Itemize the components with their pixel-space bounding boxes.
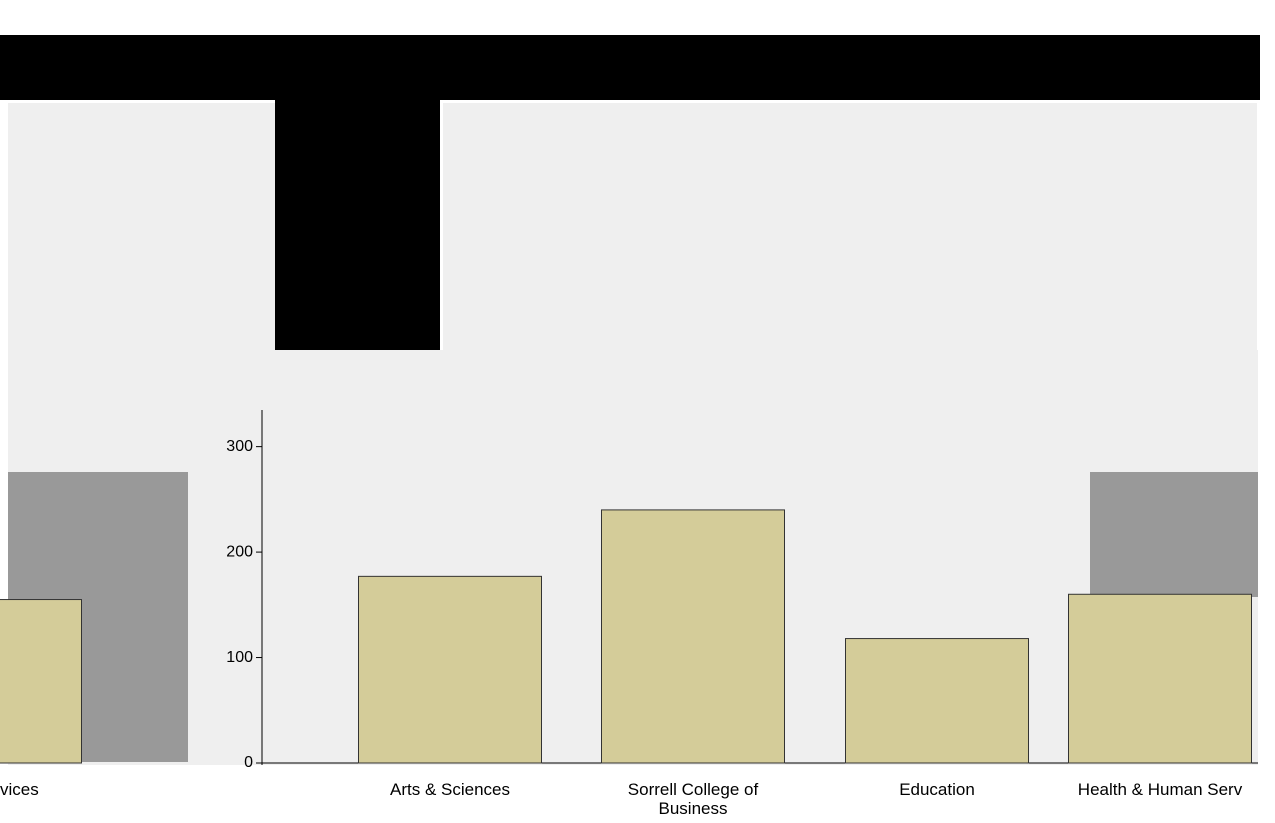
panel <box>8 103 275 350</box>
header-band <box>0 35 1260 100</box>
x-tick-label: Education <box>899 780 975 799</box>
x-tick-label: Health & Human Serv <box>1077 780 1243 799</box>
panel <box>443 103 1257 350</box>
y-tick-label: 0 <box>244 754 253 771</box>
x-tick-label: Sorrell College of Business <box>627 780 759 818</box>
x-tick-label: vices <box>0 780 39 799</box>
bar <box>0 599 82 764</box>
glitch-block <box>1090 472 1258 597</box>
y-tick-label: 300 <box>226 438 253 455</box>
bar <box>1068 593 1252 764</box>
x-tick-label: Arts & Sciences <box>390 780 510 799</box>
y-tick-label: 100 <box>226 649 253 666</box>
bar <box>845 638 1029 764</box>
y-tick-label: 200 <box>226 543 253 560</box>
bar <box>358 575 542 764</box>
bar <box>601 509 785 764</box>
dark-panel <box>275 100 440 350</box>
